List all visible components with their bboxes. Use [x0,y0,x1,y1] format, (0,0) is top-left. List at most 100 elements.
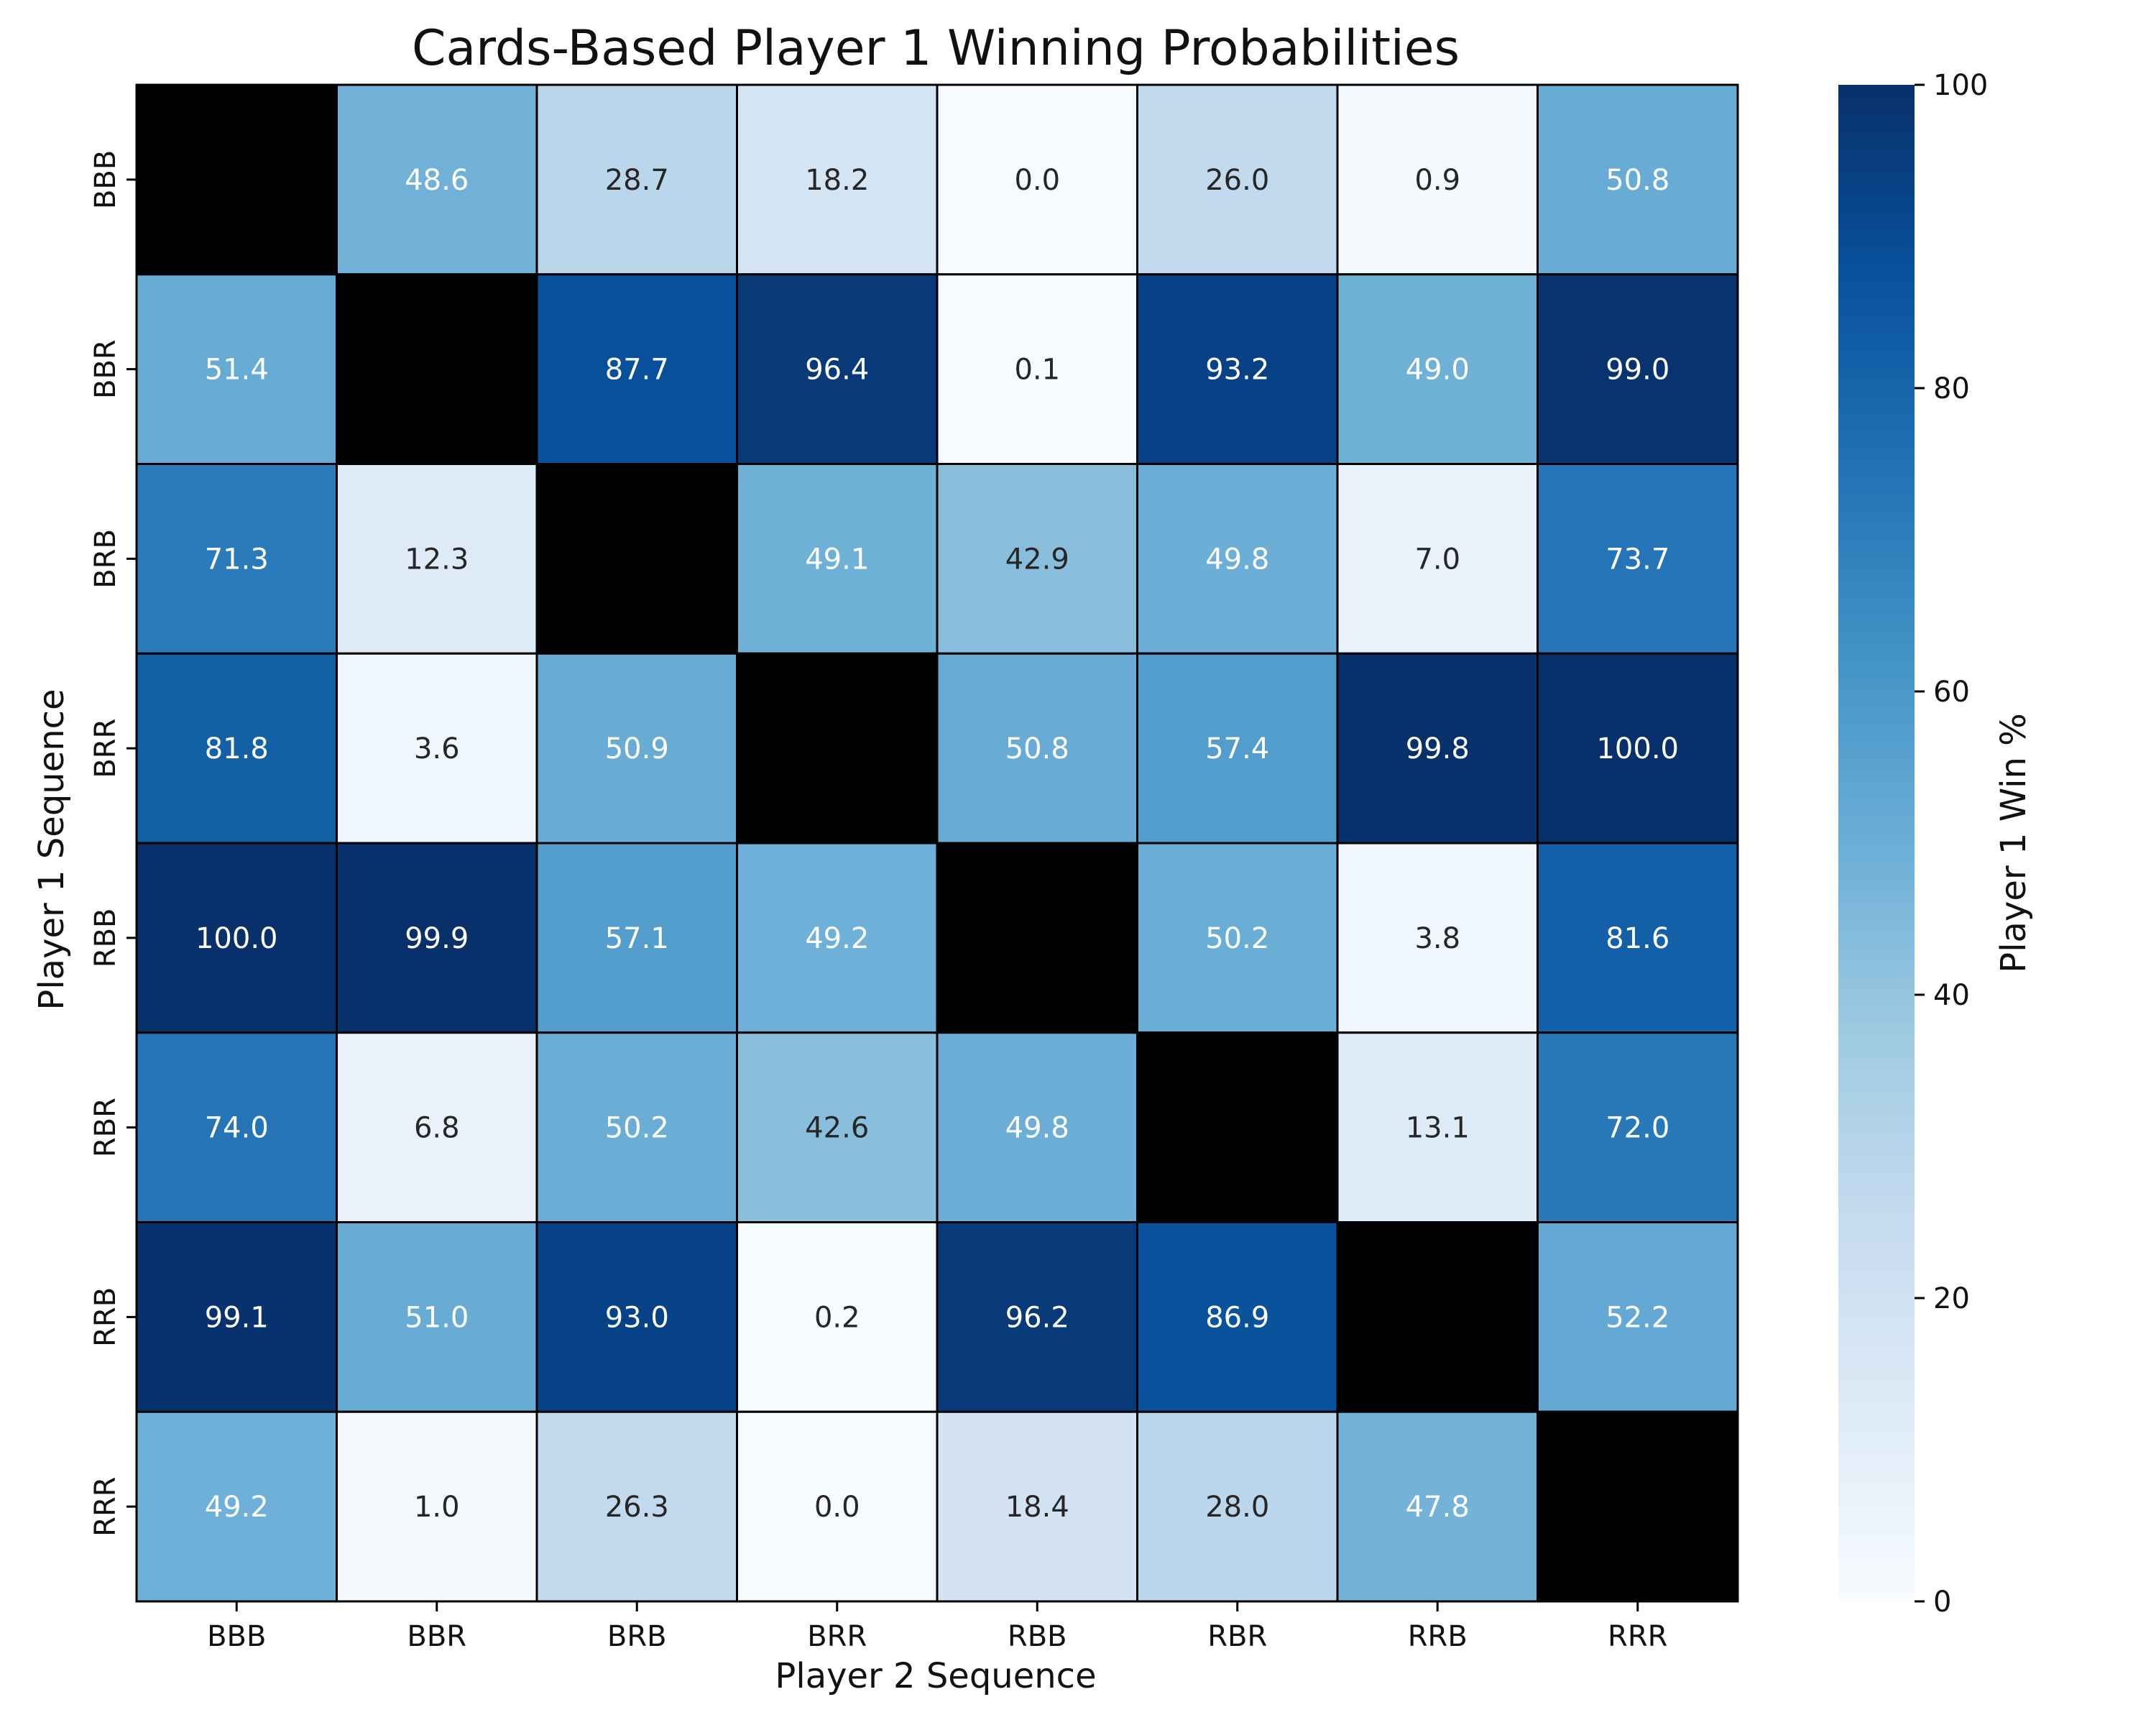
x-tick-label: RBB [1008,1620,1067,1653]
heatmap-cell [936,463,1138,655]
heatmap-cell [1537,1410,1739,1603]
heatmap-cell [1336,652,1539,845]
heatmap-cell [1136,1410,1339,1603]
cell-value-label: 0.2 [814,1301,860,1334]
cell-value-label: 87.7 [605,354,669,387]
cell-value-label: 51.4 [205,354,269,387]
cell-value-label: 93.2 [1205,354,1269,387]
colorbar [1838,85,1915,1601]
cell-value-label: 6.8 [414,1112,460,1145]
cell-value-label: 49.2 [805,922,869,955]
heatmap-cell [936,1221,1138,1413]
heatmap-cell [135,463,338,655]
cell-value-label: 49.1 [805,543,869,576]
heatmap-grid: 48.6 28.7 18.2 0.0 26.0 0.9 50.8 51.4 87.7 96.4 0.… [135,83,1739,1603]
heatmap-cell [336,83,538,276]
cell-value-label: 3.6 [414,732,460,765]
cell-value-label: 96.2 [1005,1301,1069,1334]
heatmap-cell [1336,83,1539,276]
colorbar-ticks: 0 20 40 60 80 100 [1915,69,1988,1619]
heatmap-cell [736,1221,939,1413]
cell-value-label: 57.1 [605,922,669,955]
heatmap-cell [736,1031,939,1223]
cell-value-label: 18.2 [805,164,869,197]
cell-value-label: 81.8 [205,732,269,765]
cell-value-label: 49.2 [205,1491,269,1524]
x-axis-label: Player 2 Sequence [775,1656,1096,1696]
x-tick-label: RBR [1207,1620,1267,1653]
cell-value-label: 0.1 [1014,354,1060,387]
heatmap-cell [336,1410,538,1603]
cell-value-label: 18.4 [1005,1491,1069,1524]
heatmap-cell [1537,1221,1739,1413]
cell-value-label: 51.0 [405,1301,469,1334]
heatmap-cell [1336,1410,1539,1603]
cell-value-label: 57.4 [1205,732,1269,765]
cell-value-label: 42.9 [1005,543,1069,576]
cell-value-label: 26.3 [605,1491,669,1524]
colorbar-tick-label: 0 [1933,1586,1951,1619]
heatmap-cell [1336,1221,1539,1413]
cell-value-label: 100.0 [1596,732,1679,765]
cell-value-label: 0.0 [814,1491,860,1524]
cell-value-label: 50.2 [1205,922,1269,955]
colorbar-tick-label: 40 [1933,979,1970,1012]
cell-value-label: 1.0 [414,1491,460,1524]
heatmap-cell [736,273,939,465]
heatmap-cell [336,463,538,655]
heatmap-cell [736,1410,939,1603]
cell-value-label: 52.2 [1606,1301,1669,1334]
cell-value-label: 49.8 [1005,1112,1069,1145]
heatmap-cell [336,273,538,465]
cell-value-label: 3.8 [1414,922,1460,955]
heatmap-cell [535,1221,738,1413]
heatmap-cell [135,1410,338,1603]
heatmap-cell [936,83,1138,276]
y-tick-label: BRB [89,529,122,589]
y-axis-label: Player 1 Sequence [32,689,72,1010]
cell-value-label: 7.0 [1414,543,1460,576]
heatmap-cell [1136,1221,1339,1413]
cell-value-label: 71.3 [205,543,269,576]
heatmap-cell [135,842,338,1034]
heatmap-cell [736,83,939,276]
chart-title: Cards-Based Player 1 Winning Probabiliti… [412,20,1460,77]
heatmap-cell [1537,842,1739,1034]
heatmap-cell [1136,463,1339,655]
x-tick-label: BRR [807,1620,867,1653]
heatmap-cell [936,652,1138,845]
y-tick-label: RRR [89,1476,122,1536]
heatmap-cell [1336,273,1539,465]
colorbar-tick-label: 80 [1933,372,1970,405]
cell-value-label: 86.9 [1205,1301,1269,1334]
cell-value-label: 49.0 [1406,354,1470,387]
cell-value-label: 99.9 [405,922,469,955]
cell-value-label: 12.3 [405,543,469,576]
cell-value-label: 13.1 [1406,1112,1470,1145]
colorbar-tick-label: 60 [1933,676,1970,709]
heatmap-cell [1336,463,1539,655]
x-tick-label: BBB [207,1620,266,1653]
heatmap-cell [336,652,538,845]
heatmap-cell [736,463,939,655]
cell-value-label: 0.9 [1414,164,1460,197]
heatmap-cell [1537,1031,1739,1223]
heatmap-cell [1537,463,1739,655]
cell-value-label: 50.8 [1005,732,1069,765]
cell-value-label: 73.7 [1606,543,1669,576]
heatmap-cell [535,1031,738,1223]
cell-value-label: 28.7 [605,164,669,197]
heatmap-cell [936,1410,1138,1603]
cell-value-label: 26.0 [1205,164,1269,197]
cell-value-label: 0.0 [1014,164,1060,197]
cell-value-label: 99.0 [1606,354,1669,387]
cell-value-label: 96.4 [805,354,869,387]
cell-value-label: 99.8 [1406,732,1470,765]
cell-value-label: 50.9 [605,732,669,765]
colorbar-tick-label: 100 [1933,69,1988,102]
heatmap-cell [1537,652,1739,845]
heatmap-cell [1537,273,1739,465]
cell-value-label: 48.6 [405,164,469,197]
heatmap-cell [936,1031,1138,1223]
heatmap-cell [135,1031,338,1223]
